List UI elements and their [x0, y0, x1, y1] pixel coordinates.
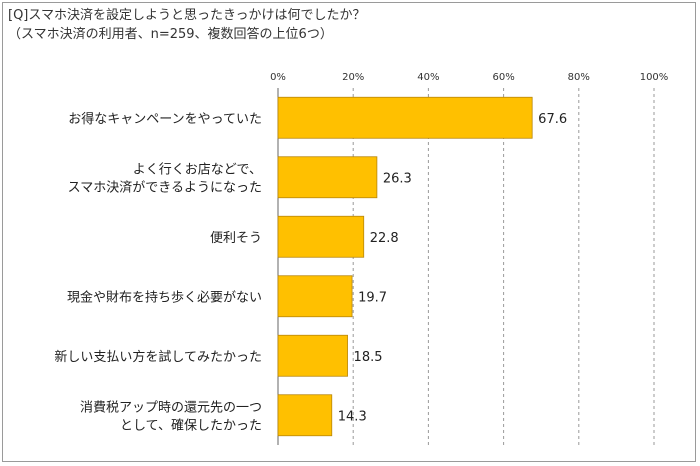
- x-tick-label: 60%: [492, 72, 514, 83]
- x-tick-label: 80%: [568, 72, 590, 83]
- x-tick-label: 40%: [417, 72, 439, 83]
- chart-title: [Q]スマホ決済を設定しようと思ったきっかけは何でしたか？: [8, 8, 366, 23]
- data-label: 18.5: [354, 350, 383, 365]
- category-label: 新しい支払い方を試してみたかった: [54, 349, 262, 365]
- x-tick-label: 0%: [270, 72, 286, 83]
- category-label: 消費税アップ時の還元先の一つ: [80, 400, 262, 415]
- data-label: 22.8: [370, 231, 399, 246]
- category-label: お得なキャンペーンをやっていた: [68, 111, 262, 127]
- data-label: 19.7: [358, 290, 387, 305]
- category-label: 便利そう: [210, 231, 262, 246]
- category-label: 現金や財布を持ち歩く必要がない: [67, 289, 262, 305]
- chart-subtitle: （スマホ決済の利用者、n=259、複数回答の上位6つ）: [8, 27, 333, 42]
- category-label: よく行くお店などで、: [133, 162, 262, 177]
- chart-title-block: [Q]スマホ決済を設定しようと思ったきっかけは何でしたか？ （スマホ決済の利用者…: [8, 6, 365, 44]
- bar: [277, 394, 333, 437]
- x-tick-label: 20%: [342, 72, 364, 83]
- x-tick-label: 100%: [640, 72, 669, 83]
- category-label: として、確保したかった: [120, 417, 262, 433]
- bar: [277, 96, 533, 139]
- chart-frame: [2, 2, 696, 462]
- data-label: 67.6: [538, 112, 567, 127]
- bar: [277, 215, 365, 258]
- category-label: スマホ決済ができるようになった: [68, 179, 262, 195]
- bar: [277, 334, 348, 377]
- bar: [277, 275, 353, 318]
- data-label: 14.3: [338, 409, 367, 424]
- bar: [277, 156, 378, 199]
- data-label: 26.3: [383, 171, 412, 186]
